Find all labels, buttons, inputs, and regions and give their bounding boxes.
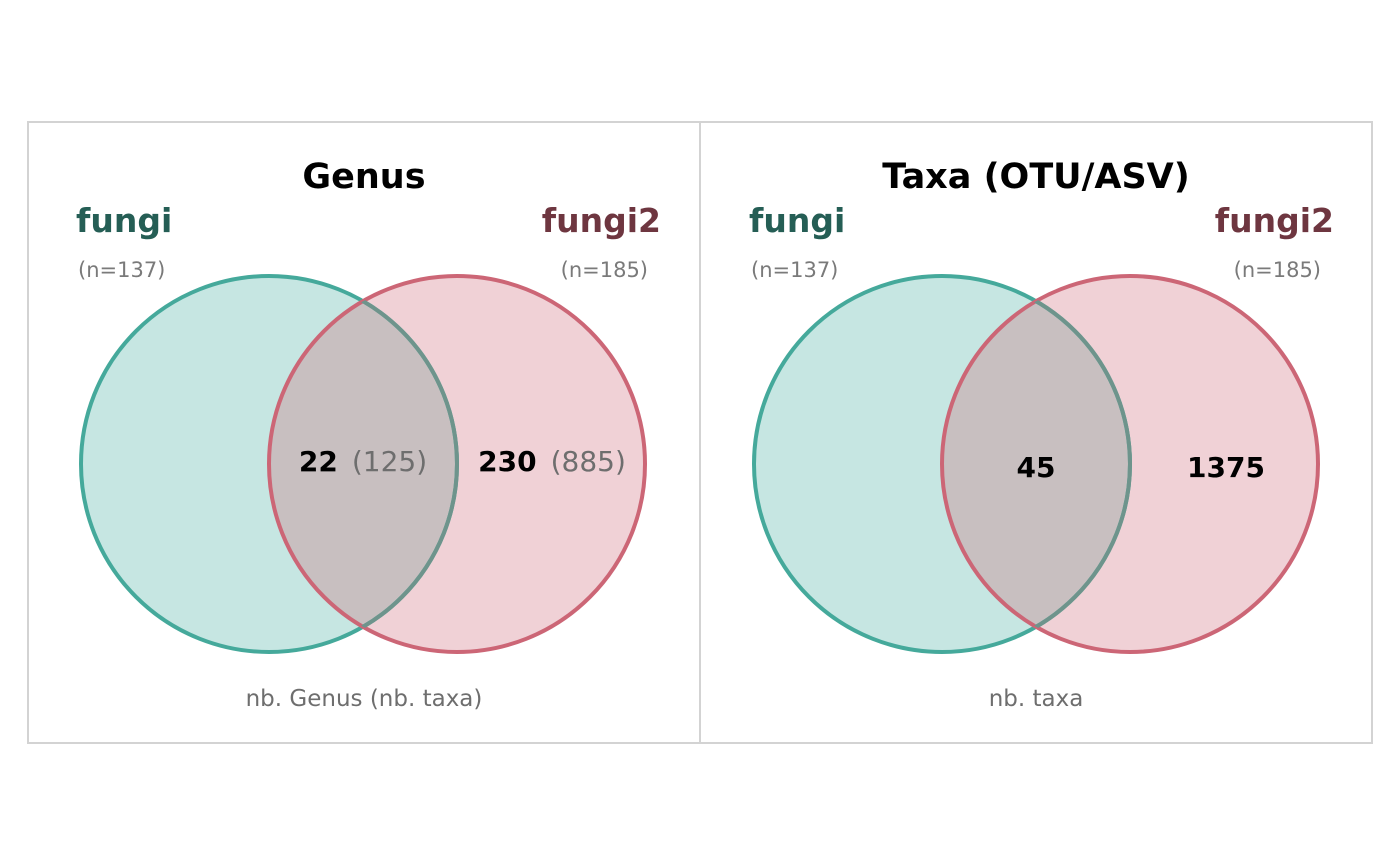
panel-caption: nb. taxa: [989, 686, 1084, 712]
set-count-fungi2: (n=185): [1234, 258, 1321, 282]
fungi2-only-count-label: 1375: [1187, 451, 1265, 484]
set-count-fungi: (n=137): [751, 258, 838, 282]
overlap-count-label: 22 (125): [299, 445, 427, 478]
set-label-fungi: fungi: [749, 201, 845, 240]
fungi2-only-count-label: 230 (885): [478, 445, 626, 478]
overlap-count-label: 45: [1017, 451, 1056, 484]
overlap-outline-right: [942, 276, 1132, 652]
venn-panel-genus: Genus fungi (n=137) fungi2 (n=185) 22 (12…: [27, 121, 701, 744]
overlap-region: [269, 276, 457, 652]
panel-title: Taxa (OTU/ASV): [882, 157, 1190, 197]
circle-fungi2-outline: [267, 274, 647, 654]
set-label-fungi2: fungi2: [542, 201, 661, 240]
overlap-region: [942, 276, 1130, 652]
venn-panel-taxa: Taxa (OTU/ASV) fungi (n=137) fungi2 (n=1…: [699, 121, 1373, 744]
panel-caption: nb. Genus (nb. taxa): [246, 686, 483, 712]
circle-fungi2-outline: [940, 274, 1320, 654]
set-label-fungi2: fungi2: [1215, 201, 1334, 240]
overlap-outline-right: [269, 276, 459, 652]
set-count-fungi: (n=137): [78, 258, 165, 282]
panel-title: Genus: [302, 157, 425, 197]
set-count-fungi2: (n=185): [561, 258, 648, 282]
set-label-fungi: fungi: [76, 201, 172, 240]
